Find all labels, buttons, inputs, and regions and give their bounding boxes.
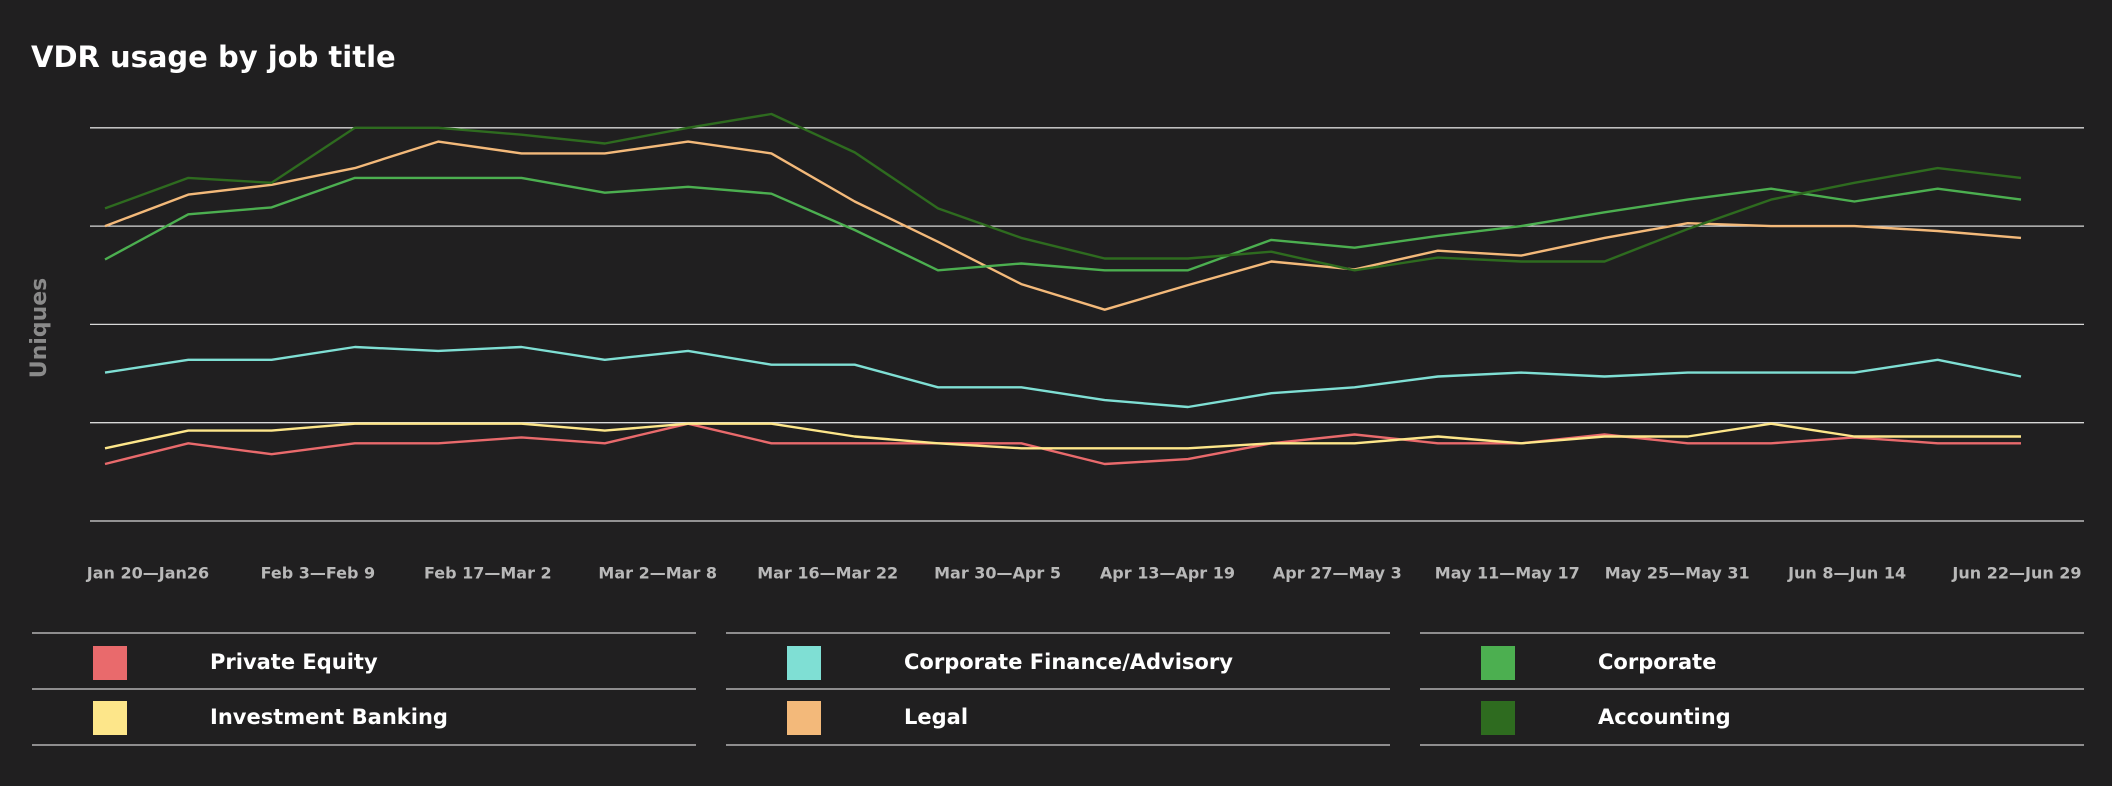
- series-line: [104, 422, 2021, 450]
- x-tick-label: Mar 30—Apr 5: [934, 564, 1061, 583]
- x-tick-label: Mar 16—Mar 22: [757, 564, 898, 583]
- x-tick-label: Jan 20—Jan26: [86, 564, 209, 583]
- legend-swatch: [787, 646, 821, 680]
- x-tick-label: Apr 13—Apr 19: [1100, 564, 1235, 583]
- legend-label: Corporate: [1598, 650, 1716, 674]
- series-line: [104, 112, 2022, 272]
- chart-title: VDR usage by job title: [31, 40, 396, 74]
- legend-swatch: [787, 701, 821, 735]
- x-tick-label: May 11—May 17: [1435, 564, 1580, 583]
- x-tick-label: Apr 27—May 3: [1273, 564, 1402, 583]
- y-axis-label: Uniques: [27, 278, 52, 379]
- legend-swatch: [1481, 646, 1515, 680]
- series-line: [104, 345, 2022, 409]
- series-line: [104, 176, 2022, 272]
- legend-swatch: [93, 646, 127, 680]
- x-tick-label: May 25—May 31: [1605, 564, 1750, 583]
- legend-label: Legal: [904, 705, 968, 729]
- series-line: [104, 422, 2021, 466]
- legend-label: Private Equity: [210, 650, 378, 674]
- x-tick-label: Jun 8—Jun 14: [1787, 564, 1906, 583]
- legend-swatch: [1481, 701, 1515, 735]
- legend-label: Accounting: [1598, 705, 1731, 729]
- legend-label: Investment Banking: [210, 705, 448, 729]
- legend-label: Corporate Finance/Advisory: [904, 650, 1233, 674]
- x-tick-label: Feb 17—Mar 2: [424, 564, 552, 583]
- x-tick-label: Jun 22—Jun 29: [1951, 564, 2081, 583]
- x-tick-label: Feb 3—Feb 9: [261, 564, 376, 583]
- legend-swatch: [93, 701, 127, 735]
- x-tick-label: Mar 2—Mar 8: [598, 564, 717, 583]
